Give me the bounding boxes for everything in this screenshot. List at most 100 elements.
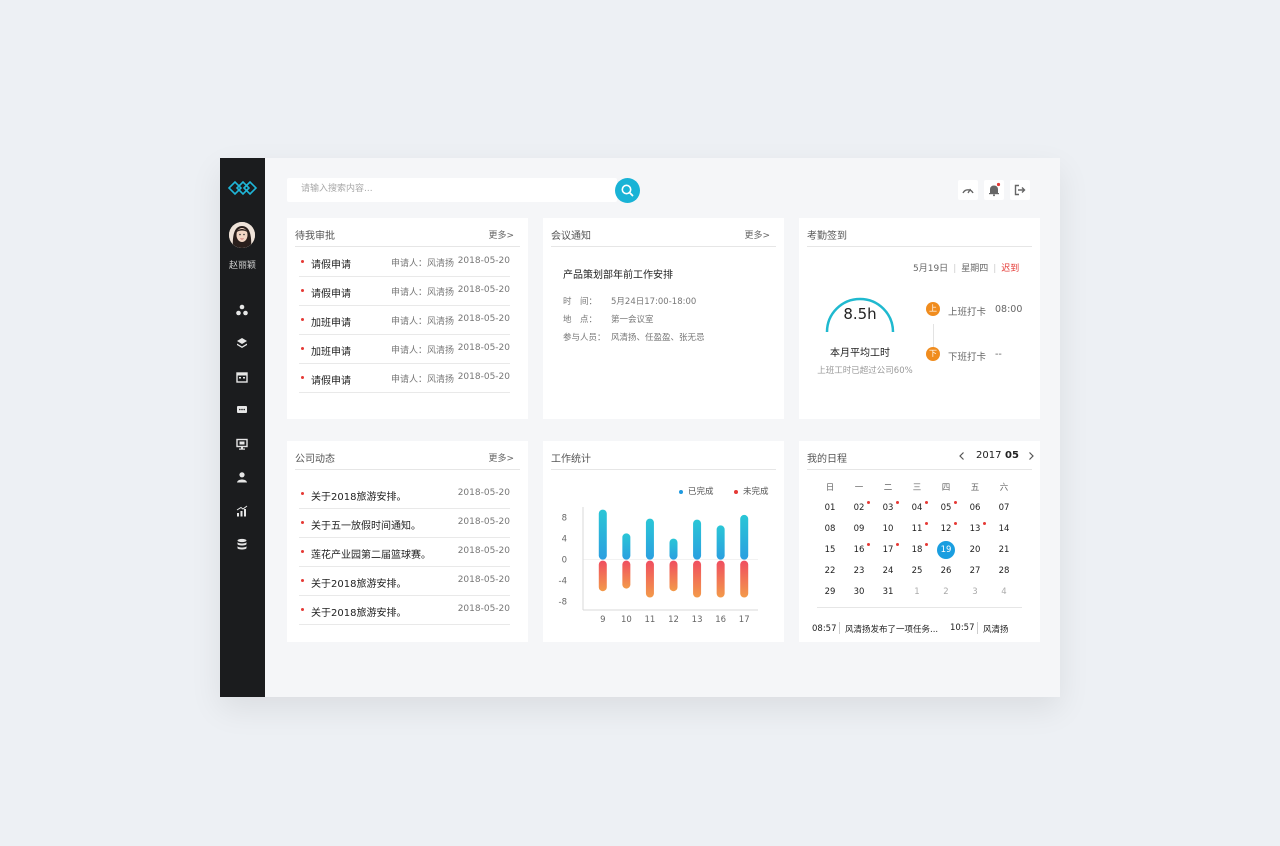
event-marker-icon xyxy=(867,543,870,546)
calendar-day[interactable]: 17 xyxy=(878,541,899,559)
calendar-day[interactable]: 10 xyxy=(878,520,898,538)
bar-incomplete[interactable] xyxy=(693,560,702,598)
event-time: 10:57 xyxy=(950,623,975,633)
bar-completed[interactable] xyxy=(598,509,607,560)
list-item[interactable]: 请假申请 申请人：风清扬 2018-05-20 xyxy=(299,247,510,277)
bar-completed[interactable] xyxy=(645,518,654,560)
more-link[interactable]: 更多> xyxy=(488,454,514,464)
calendar-day[interactable]: 27 xyxy=(965,562,985,580)
calendar-day[interactable]: 01 xyxy=(820,499,840,517)
bar-completed[interactable] xyxy=(740,514,749,560)
calendar-day-number: 1 xyxy=(914,587,920,597)
calendar-day-number: 21 xyxy=(998,545,1010,555)
divider xyxy=(977,622,978,634)
calendar-day[interactable]: 26 xyxy=(936,562,956,580)
list-item[interactable]: 关于五一放假时间通知。 2018-05-20 xyxy=(299,508,510,538)
bar-incomplete[interactable] xyxy=(622,560,631,589)
bar-incomplete[interactable] xyxy=(740,560,749,598)
bar-incomplete[interactable] xyxy=(598,560,607,592)
calendar-day[interactable]: 19 xyxy=(936,541,956,559)
calendar-day[interactable]: 23 xyxy=(849,562,869,580)
event-text[interactable]: 风清扬发布了一项任务... xyxy=(845,625,939,635)
calendar-day[interactable]: 21 xyxy=(994,541,1014,559)
message-icon[interactable] xyxy=(235,403,249,417)
bar-incomplete[interactable] xyxy=(645,560,654,598)
calendar-day[interactable]: 05 xyxy=(936,499,957,517)
avatar[interactable] xyxy=(229,222,255,248)
calendar-day[interactable]: 2 xyxy=(936,583,956,601)
work-stats-card: 工作统计 已完成 未完成 8 4 0 -4 -8 9 10 11 12 13 16 17 xyxy=(543,441,784,642)
chevron-left-icon[interactable] xyxy=(957,451,967,461)
calendar-day[interactable]: 30 xyxy=(849,583,869,601)
list-item[interactable]: 请假申请 申请人：风清扬 2018-05-20 xyxy=(299,276,510,306)
bar-chart-icon[interactable] xyxy=(235,504,249,518)
search-input[interactable] xyxy=(299,183,603,195)
calendar-day[interactable]: 16 xyxy=(849,541,870,559)
chevron-right-icon[interactable] xyxy=(1026,451,1036,461)
calendar-day[interactable]: 20 xyxy=(965,541,985,559)
calendar-day[interactable]: 02 xyxy=(849,499,870,517)
calendar-day[interactable]: 28 xyxy=(994,562,1014,580)
calendar-day[interactable]: 03 xyxy=(878,499,899,517)
bullet-icon xyxy=(301,521,304,524)
dashboard-button[interactable] xyxy=(958,180,978,200)
user-icon[interactable] xyxy=(235,470,249,484)
more-link[interactable]: 更多> xyxy=(744,231,770,241)
calendar-day[interactable]: 4 xyxy=(994,583,1014,601)
item-title: 请假申请 xyxy=(311,260,351,271)
calendar-day-number: 28 xyxy=(998,566,1010,576)
bar-incomplete[interactable] xyxy=(716,560,725,598)
database-icon[interactable] xyxy=(235,537,249,551)
logout-button[interactable] xyxy=(1010,180,1030,200)
calendar-day[interactable]: 25 xyxy=(907,562,927,580)
search-button[interactable] xyxy=(615,178,640,203)
calendar-day[interactable]: 08 xyxy=(820,520,840,538)
calendar-day[interactable]: 04 xyxy=(907,499,928,517)
cluster-icon[interactable] xyxy=(235,303,249,317)
calendar-grid: 日一二三四五六 01 02 03 04 05 06 07 08 09 10 11 12 13 14 15 16 1… xyxy=(799,441,1040,642)
bar-completed[interactable] xyxy=(716,525,725,560)
bar-completed[interactable] xyxy=(669,538,678,560)
list-item[interactable]: 关于2018旅游安排。 2018-05-20 xyxy=(299,566,510,596)
calendar-day[interactable]: 31 xyxy=(878,583,898,601)
card-title: 考勤签到 xyxy=(807,231,847,242)
monitor-icon[interactable] xyxy=(235,437,249,451)
checkout-time: -- xyxy=(995,349,1002,360)
list-item[interactable]: 关于2018旅游安排。 2018-05-20 xyxy=(299,595,510,625)
calendar-day[interactable]: 18 xyxy=(907,541,928,559)
calendar-day[interactable]: 07 xyxy=(994,499,1014,517)
calendar-day[interactable]: 09 xyxy=(849,520,869,538)
bullet-icon xyxy=(301,289,304,292)
calendar-day[interactable]: 06 xyxy=(965,499,985,517)
calendar-day[interactable]: 29 xyxy=(820,583,840,601)
x-tick-label: 13 xyxy=(692,615,703,625)
calendar-day[interactable]: 13 xyxy=(965,520,986,538)
list-item[interactable]: 关于2018旅游安排。 2018-05-20 xyxy=(299,479,510,509)
notification-button[interactable] xyxy=(984,180,1004,200)
bar-incomplete[interactable] xyxy=(669,560,678,592)
weekday-header: 二 xyxy=(883,483,893,493)
calendar-day[interactable]: 24 xyxy=(878,562,898,580)
event-marker-icon xyxy=(983,522,986,525)
list-item[interactable]: 请假申请 申请人：风清扬 2018-05-20 xyxy=(299,363,510,393)
list-item[interactable]: 加班申请 申请人：风清扬 2018-05-20 xyxy=(299,334,510,364)
meeting-card: 会议通知 更多> 产品策划部年前工作安排 时 间： 5月24日17:00-18:0… xyxy=(543,218,784,419)
calendar-day[interactable]: 14 xyxy=(994,520,1014,538)
layers-icon[interactable] xyxy=(235,336,249,350)
more-link[interactable]: 更多> xyxy=(488,231,514,241)
calendar-day[interactable]: 3 xyxy=(965,583,985,601)
bar-completed[interactable] xyxy=(622,533,631,560)
meeting-name[interactable]: 产品策划部年前工作安排 xyxy=(563,270,673,281)
calendar-day[interactable]: 12 xyxy=(936,520,957,538)
calendar-day[interactable]: 1 xyxy=(907,583,927,601)
list-item[interactable]: 莲花产业园第二届篮球赛。 2018-05-20 xyxy=(299,537,510,567)
bar-completed[interactable] xyxy=(693,519,702,560)
calendar-day-number: 23 xyxy=(853,566,865,576)
logo-icon[interactable] xyxy=(227,180,258,196)
list-item[interactable]: 加班申请 申请人：风清扬 2018-05-20 xyxy=(299,305,510,335)
calendar-day[interactable]: 22 xyxy=(820,562,840,580)
calendar-icon[interactable] xyxy=(235,370,249,384)
calendar-day[interactable]: 11 xyxy=(907,520,928,538)
calendar-day[interactable]: 15 xyxy=(820,541,840,559)
event-text[interactable]: 风清扬 xyxy=(983,625,1009,635)
